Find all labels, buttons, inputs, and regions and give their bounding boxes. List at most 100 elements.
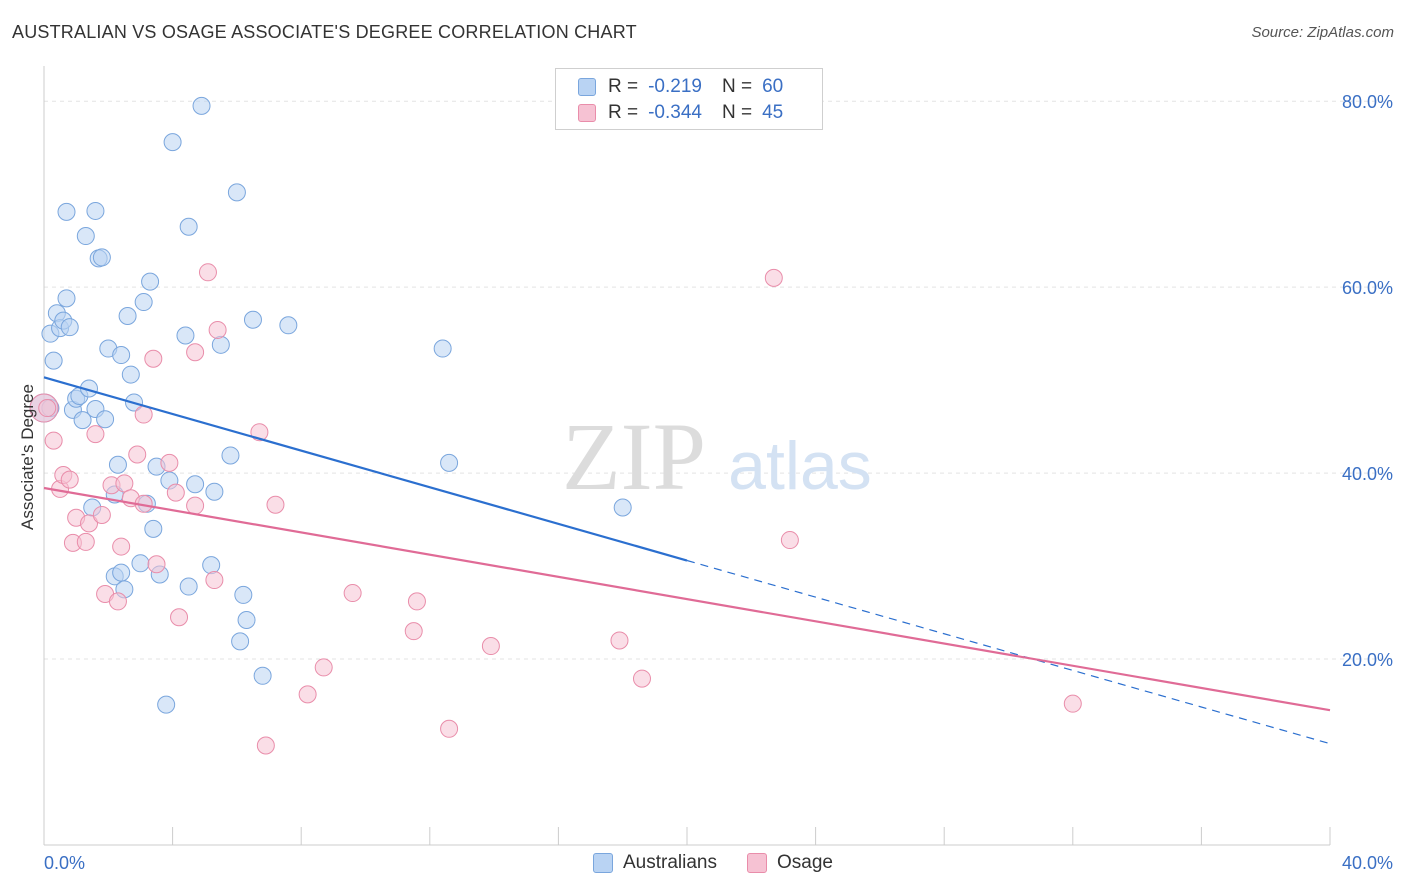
osage-point (256, 736, 275, 755)
australians-point (186, 475, 205, 494)
n-value: 45 (762, 102, 784, 123)
watermark: ZIP atlas (562, 403, 872, 510)
osage-swatch (747, 853, 767, 873)
australians-point (112, 563, 131, 582)
osage-point (44, 431, 63, 450)
osage-point (112, 537, 131, 556)
osage-swatch (578, 104, 596, 122)
osage-point (481, 637, 500, 656)
osage-point (780, 531, 799, 550)
australians-point (96, 410, 115, 429)
australians-point (179, 577, 198, 596)
osage-point (134, 405, 153, 424)
osage-point (198, 263, 217, 282)
australians-point (179, 217, 198, 236)
australians-point (163, 133, 182, 152)
osage-point (208, 320, 227, 339)
osage-point (205, 571, 224, 590)
osage-point (147, 555, 166, 574)
legend-label-osage: Osage (777, 852, 833, 873)
australians-point (227, 183, 246, 202)
series-legend: Australians Osage (593, 852, 863, 874)
correlation-legend: R = -0.219 N = 60 R = -0.344 N = 45 (555, 68, 823, 130)
source-label: Source: ZipAtlas.com (1251, 24, 1394, 41)
y-axis-label: Associate's Degree (18, 384, 37, 530)
australians-swatch (593, 853, 613, 873)
osage-point (108, 592, 127, 611)
australians-point (433, 339, 452, 358)
australians-point (243, 310, 262, 329)
australians-point (92, 248, 111, 267)
osage-point (80, 514, 99, 533)
australians-point (112, 346, 131, 365)
x-tick-label: 0.0% (44, 853, 85, 873)
osage-point (170, 608, 189, 627)
australians-point (176, 326, 195, 345)
osage-point (407, 592, 426, 611)
osage-point (186, 343, 205, 362)
legend-row-australians: R = -0.219 N = 60 (578, 74, 783, 100)
r-label: R = (608, 102, 639, 123)
australians-point (211, 335, 230, 354)
r-label: R = (608, 76, 639, 97)
australians-point (144, 519, 163, 538)
australians-point (221, 446, 240, 465)
osage-point (186, 496, 205, 515)
australians-point (118, 307, 137, 326)
australians-point (60, 318, 79, 337)
y-tick-label: 80.0% (1342, 92, 1393, 112)
osage-point (610, 631, 629, 650)
osage-point (440, 719, 459, 738)
osage-point (160, 453, 179, 472)
osage-point (60, 470, 79, 489)
australians-point (440, 453, 459, 472)
watermark-zip: ZIP (562, 403, 706, 510)
x-tick-label: 40.0% (1342, 853, 1393, 873)
australians-point (279, 316, 298, 335)
australians-point (234, 585, 253, 604)
osage-point (343, 584, 362, 603)
osage-point (632, 669, 651, 688)
osage-point (38, 399, 57, 418)
australians-point (141, 272, 160, 291)
osage-point (128, 445, 147, 464)
osage-point (1063, 694, 1082, 713)
watermark-atlas: atlas (728, 428, 872, 504)
n-value: 60 (762, 76, 784, 97)
australians-point (205, 482, 224, 501)
australians-point (76, 227, 95, 246)
australians-point (613, 498, 632, 517)
y-tick-label: 60.0% (1342, 278, 1393, 298)
n-label: N = (721, 76, 753, 97)
australians-point (121, 365, 140, 384)
osage-point (115, 474, 134, 493)
legend-item-australians: Australians (593, 852, 717, 874)
australians-point (237, 611, 256, 630)
legend-label-australians: Australians (623, 852, 717, 873)
chart-title: AUSTRALIAN VS OSAGE ASSOCIATE'S DEGREE C… (12, 22, 637, 42)
australians-swatch (578, 78, 596, 96)
australians-point (57, 202, 76, 221)
australians-point (202, 556, 221, 575)
australians-trend-line (43, 376, 688, 562)
osage-point (92, 505, 111, 524)
osage-point (166, 483, 185, 502)
osage-point (76, 532, 95, 551)
legend-row-osage: R = -0.344 N = 45 (578, 100, 783, 126)
osage-trend-line (43, 486, 1331, 712)
australians-point (157, 695, 176, 714)
australians-point (192, 96, 211, 115)
australians-trend-extension (686, 559, 1331, 745)
australians-point (57, 289, 76, 308)
y-tick-label: 40.0% (1342, 464, 1393, 484)
osage-point (404, 622, 423, 641)
australians-point (73, 411, 92, 430)
osage-point (314, 658, 333, 677)
australians-point (86, 201, 105, 220)
osage-point (266, 495, 285, 514)
australians-point (108, 455, 127, 474)
australians-point (253, 666, 272, 685)
osage-point (764, 268, 783, 287)
r-value: -0.344 (648, 102, 702, 123)
